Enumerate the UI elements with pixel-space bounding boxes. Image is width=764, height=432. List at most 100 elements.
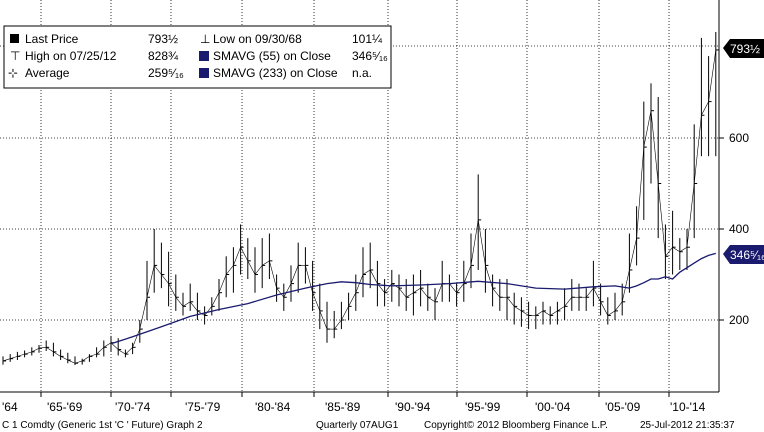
price-step-25 <box>175 297 184 307</box>
price-step-85 <box>607 310 616 316</box>
footer-ticker: C 1 Comdty (Generic 1st 'C ' Future) Gra… <box>2 420 203 431</box>
price-step-14 <box>96 347 105 355</box>
x-tick-labels: '64 '65-'69 '70-'74 '75-'79 '80-'84 '85-'89 '9… <box>2 400 706 414</box>
price-step-67 <box>477 219 486 266</box>
x-tick-label-3: '75-'79 <box>185 400 221 414</box>
x-tick-label-7: '95-'99 <box>465 400 501 414</box>
price-step-86 <box>614 301 623 312</box>
price-step-84 <box>600 301 609 316</box>
price-step-15 <box>103 342 112 348</box>
x-tick-label-0: '64 <box>2 400 18 414</box>
price-step-76 <box>542 310 551 316</box>
price-step-91 <box>650 110 659 184</box>
price-step-77 <box>550 310 558 316</box>
legend-sma55-label: SMAVG (55) on Close <box>213 49 331 63</box>
x-tick-label-10: '10-'14 <box>670 400 706 414</box>
price-step-54 <box>384 283 393 293</box>
price-step-9 <box>60 356 68 361</box>
price-step-45 <box>319 310 328 330</box>
legend-box <box>3 25 392 89</box>
price-step-43 <box>305 265 313 293</box>
price-step-22 <box>153 265 162 275</box>
price-step-71 <box>506 297 515 307</box>
sma-55-line <box>110 252 716 345</box>
price-step-19 <box>132 328 141 348</box>
price-step-65 <box>463 265 472 284</box>
price-step-68 <box>485 265 493 289</box>
legend-average-value: 259⁵⁄₁₆ <box>148 66 184 80</box>
x-tick-label-1: '65-'69 <box>47 400 83 414</box>
footer-frequency: Quarterly 07AUG1 <box>316 420 399 431</box>
price-step-21 <box>146 265 155 298</box>
price-step-82 <box>585 287 594 298</box>
price-step-92 <box>657 183 666 257</box>
price-step-5 <box>31 347 40 353</box>
price-step-35 <box>247 260 256 275</box>
price-step-63 <box>449 283 457 293</box>
price-step-18 <box>125 347 133 355</box>
average-marker-icon: ⊹ <box>8 66 18 80</box>
price-step-1 <box>2 358 11 362</box>
y-tick-labels: 200 400 600 <box>719 131 749 327</box>
price-step-96 <box>686 183 695 248</box>
gridlines <box>0 0 719 397</box>
price-step-52 <box>369 269 378 284</box>
x-tick-label-6: '90-'94 <box>395 400 431 414</box>
price-step-7 <box>46 347 54 353</box>
legend-average-label: Average <box>25 66 70 80</box>
price-step-39 <box>276 287 285 298</box>
price-step-48 <box>341 306 349 321</box>
price-step-36 <box>254 265 263 275</box>
price-step-24 <box>168 283 177 298</box>
legend-high-label: High on 07/25/12 <box>25 49 117 63</box>
x-tick-label-5: '85-'89 <box>325 400 361 414</box>
price-step-69 <box>492 287 501 298</box>
price-step-23 <box>161 274 169 284</box>
price-step-31 <box>218 274 227 293</box>
x-tick-label-4: '80-'84 <box>255 400 291 414</box>
price-step-10 <box>67 359 76 364</box>
price-step-78 <box>557 306 565 312</box>
price-step-37 <box>262 260 270 266</box>
price-step-40 <box>283 283 292 298</box>
price-step-6 <box>38 347 47 349</box>
price-step-66 <box>470 219 479 266</box>
price-step-38 <box>269 260 277 289</box>
x-tick-label-9: '05-'09 <box>605 400 641 414</box>
price-step-59 <box>420 287 429 298</box>
sma-callout-text: 346⁵⁄₁₆ <box>730 248 764 262</box>
high-marker-icon: ⊤ <box>10 49 20 63</box>
price-step-93 <box>665 247 673 257</box>
price-step-12 <box>82 356 90 362</box>
price-step-47 <box>333 319 342 330</box>
price-step-2 <box>10 356 18 359</box>
sma-callout: 346⁵⁄₁₆ <box>723 245 764 264</box>
price-step-88 <box>629 238 637 271</box>
price-step-72 <box>514 306 522 312</box>
legend-low-value: 101¼ <box>352 32 383 46</box>
legend: Last Price 793½ ⊥ Low on 09/30/68 101¼ ⊤… <box>3 25 392 89</box>
low-marker-icon: ⊥ <box>200 32 210 46</box>
x-tick-label-8: '00-'04 <box>535 400 571 414</box>
price-step-17 <box>118 349 126 355</box>
price-step-56 <box>398 287 407 298</box>
legend-high-value: 828¾ <box>148 49 179 63</box>
price-step-99 <box>708 49 717 102</box>
price-step-3 <box>17 353 25 357</box>
legend-last-price-label: Last Price <box>25 32 79 46</box>
legend-sma233-label: SMAVG (233) on Close <box>213 66 338 80</box>
price-step-73 <box>521 310 529 316</box>
price-step-57 <box>406 292 414 298</box>
price-step-41 <box>290 265 299 284</box>
x-tick-label-2: '70-'74 <box>115 400 151 414</box>
legend-last-price-value: 793½ <box>148 32 178 46</box>
price-step-32 <box>225 265 234 275</box>
y-tick-label-400: 400 <box>729 222 749 236</box>
footer-datetime: 25-Jul-2012 21:35:37 <box>640 420 735 431</box>
price-step-13 <box>89 353 97 357</box>
price-step-27 <box>189 301 198 312</box>
price-step-30 <box>211 292 220 307</box>
price-step-95 <box>679 246 688 253</box>
last-price-callout-text: 793½ <box>730 42 760 56</box>
price-step-11 <box>74 360 83 364</box>
